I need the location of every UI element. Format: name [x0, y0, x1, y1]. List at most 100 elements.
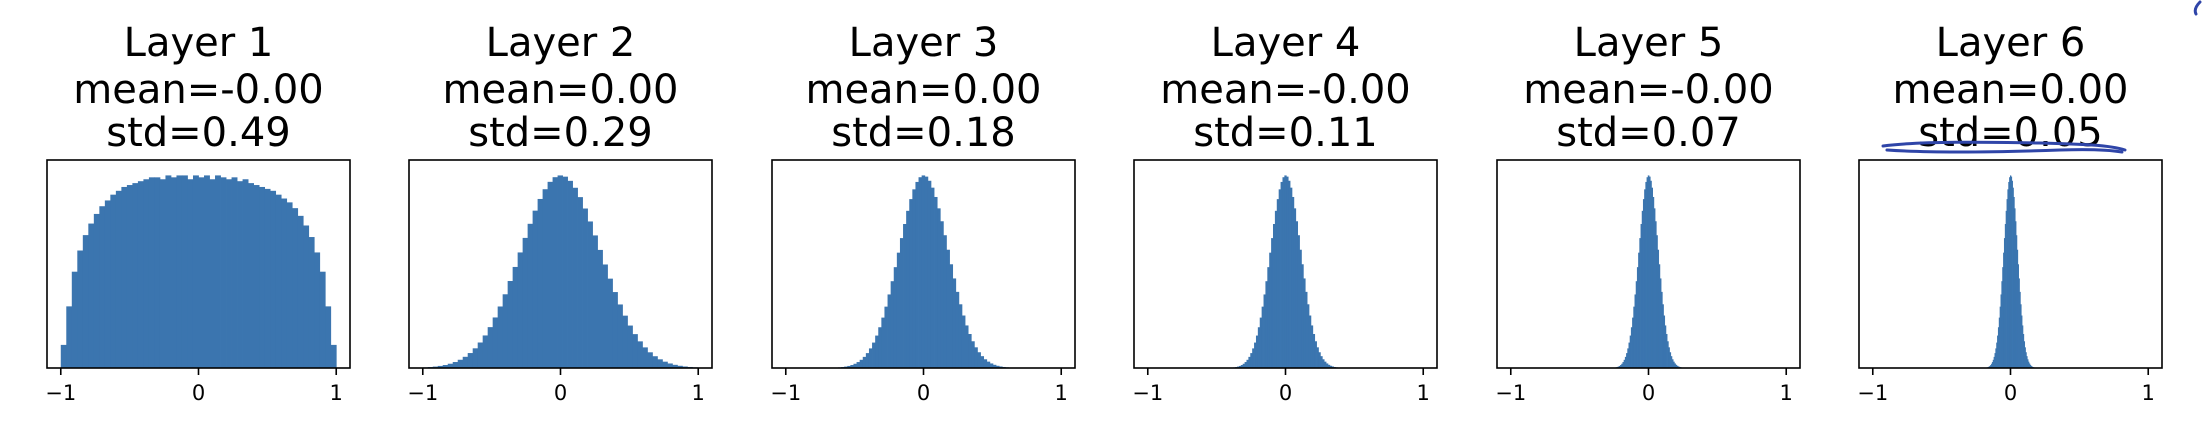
histogram-bar	[93, 213, 100, 368]
histogram-bar	[1267, 267, 1270, 368]
panel-title-line-1: Layer 4	[1211, 20, 1361, 66]
histogram-bar	[1252, 348, 1255, 368]
histogram-bar	[884, 306, 888, 368]
histogram-bar	[1297, 235, 1300, 368]
panel-title-line-2: mean=0.00	[805, 67, 1041, 113]
histogram-bar	[602, 264, 608, 368]
histogram-bar	[896, 252, 901, 368]
histogram-bar	[2028, 363, 2031, 368]
histogram-bar	[502, 294, 509, 368]
histogram-bar	[2012, 187, 2014, 368]
histogram-bars	[60, 175, 337, 368]
histogram-bar	[542, 189, 548, 368]
histogram-bar	[437, 365, 444, 368]
histogram-bar	[2029, 364, 2032, 368]
histogram-bar	[1638, 252, 1640, 368]
histogram-bar	[215, 175, 221, 368]
panel-title-line-2: mean=-0.00	[73, 67, 323, 113]
histogram-bar	[1676, 365, 1679, 368]
histogram-bar	[1656, 235, 1658, 368]
histogram-bar	[934, 196, 938, 368]
histogram-bar	[2020, 304, 2022, 368]
histogram-bar	[71, 271, 78, 368]
histogram-bar	[2023, 341, 2026, 368]
histogram-bar	[887, 294, 892, 368]
histogram-bar	[2008, 181, 2010, 368]
histogram-bar	[209, 179, 216, 368]
histogram-bar	[248, 183, 254, 368]
underline-stroke	[1885, 148, 2124, 154]
histogram-bar	[2009, 177, 2011, 368]
histogram-bar	[890, 281, 895, 368]
panel-title-line-3: std=0.29	[468, 110, 653, 156]
histogram-bar	[442, 365, 449, 368]
histogram-bar	[1650, 180, 1652, 368]
histogram-bar	[1265, 281, 1268, 368]
panel-title-line-2: mean=0.00	[1892, 67, 2128, 113]
x-tick-label: 1	[330, 381, 343, 405]
underline-stroke	[1881, 140, 2127, 152]
histogram-bar	[1993, 356, 1995, 368]
histogram-bar	[937, 208, 941, 368]
histogram-bar	[1671, 359, 1674, 368]
histogram-bar	[1655, 221, 1657, 368]
histogram-bar	[497, 306, 504, 368]
histogram-bar	[946, 249, 950, 368]
histogram-bar	[921, 175, 926, 368]
histogram-bar	[1999, 306, 2001, 368]
histogram-bar	[868, 348, 873, 368]
histogram-bar	[672, 364, 678, 368]
histogram-bar	[1644, 189, 1646, 368]
histogram-bar	[909, 199, 913, 368]
histogram-bar	[2027, 359, 2029, 368]
histogram-bar	[1998, 317, 2001, 368]
histogram-bar	[1653, 208, 1656, 368]
histogram-bar	[115, 190, 122, 368]
histogram-bar	[2030, 365, 2032, 368]
histogram-bar	[980, 356, 985, 368]
x-tick-label: 0	[554, 381, 567, 405]
histogram-bar	[237, 181, 243, 368]
histogram-bar	[281, 198, 288, 368]
histogram-bar	[943, 235, 947, 368]
histogram-bar	[1657, 249, 1660, 368]
histogram-bar	[983, 359, 988, 368]
x-tick-label: −1	[1857, 381, 1888, 405]
histogram-bar	[1990, 365, 1992, 368]
histogram-bar	[132, 183, 139, 368]
histogram-bar	[2024, 347, 2026, 368]
histogram-bar	[859, 359, 864, 368]
histogram-bar	[1639, 238, 1641, 368]
histogram-bar	[572, 187, 578, 368]
histogram-bar	[924, 176, 929, 368]
histogram-bar	[165, 175, 172, 368]
histogram-bars	[422, 175, 703, 368]
x-tick-label: −1	[1132, 381, 1163, 405]
histogram-bar	[2014, 208, 2016, 368]
histogram-bar	[582, 208, 588, 368]
histogram-bar	[2009, 175, 2012, 368]
histogram-bar	[1284, 175, 1287, 368]
histogram-bar	[462, 356, 469, 368]
histogram-bar	[154, 177, 161, 368]
histogram-bar	[1991, 363, 1993, 368]
histogram-bar	[452, 362, 459, 368]
histogram-bar	[1645, 181, 1647, 368]
panel-title-line-1: Layer 6	[1936, 20, 2086, 66]
histogram-bar	[1627, 348, 1629, 368]
histogram-bar	[557, 175, 563, 368]
histogram-bar	[958, 304, 963, 368]
histogram-bar	[170, 177, 177, 368]
histogram-bar	[930, 187, 935, 368]
histogram-bar	[612, 292, 618, 368]
histogram-bar	[949, 264, 954, 368]
histogram-bar	[517, 252, 524, 368]
histogram-bar	[330, 344, 337, 368]
x-tick-label: −1	[1495, 381, 1526, 405]
histogram-bar	[1307, 304, 1310, 368]
histogram-bar	[204, 175, 210, 368]
